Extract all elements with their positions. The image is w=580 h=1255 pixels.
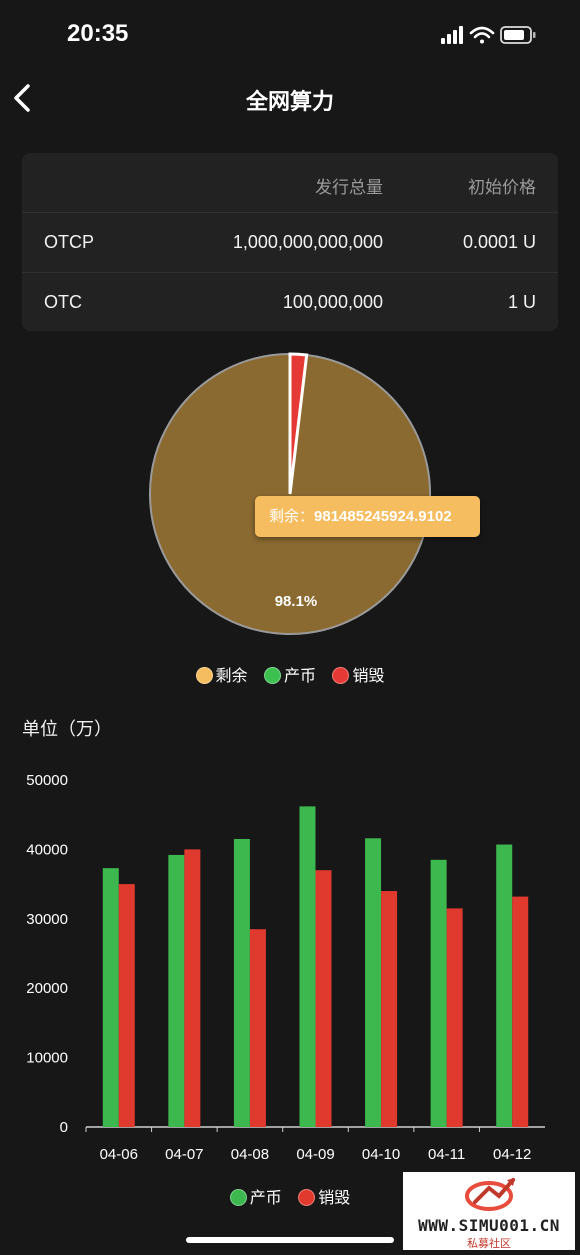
watermark-logo: WWW.SIMU001.CN 私募社区 xyxy=(403,1172,575,1250)
legend-label: 销毁 xyxy=(352,668,385,685)
table-header-row: 发行总量 初始价格 xyxy=(22,153,558,212)
token-price: 1 U xyxy=(507,292,536,312)
x-tick-label: 04-07 xyxy=(165,1146,203,1163)
bar-burned-04-09[interactable] xyxy=(315,870,332,1127)
legend-label: 产币 xyxy=(249,1190,282,1207)
x-tick-label: 04-11 xyxy=(428,1146,465,1163)
x-tick-label: 04-10 xyxy=(362,1146,400,1163)
pie-slice-2[interactable] xyxy=(288,352,309,495)
x-tick-label: 04-06 xyxy=(100,1146,138,1163)
header-price: 初始价格 xyxy=(468,178,536,197)
bar-burned-04-10[interactable] xyxy=(381,891,398,1127)
bar-mined-04-11[interactable] xyxy=(430,859,447,1127)
legend-item-remaining[interactable]: 剩余 xyxy=(195,662,248,686)
status-bar: 20:35 xyxy=(0,0,580,70)
bar-mined-04-10[interactable] xyxy=(365,838,382,1127)
watermark-emblem-icon xyxy=(465,1178,515,1211)
status-icons xyxy=(441,26,536,44)
page-title: 全网算力 xyxy=(245,89,334,114)
token-name: OTCP xyxy=(44,232,95,252)
watermark-text: WWW.SIMU001.CN xyxy=(418,1216,560,1235)
bar-burned-04-11[interactable] xyxy=(446,908,463,1127)
bar-mined-04-09[interactable] xyxy=(299,806,316,1127)
token-info-table: 发行总量 初始价格 OTCP 1,000,000,000,000 0.0001 … xyxy=(22,153,558,331)
bar-burned-04-12[interactable] xyxy=(512,896,529,1127)
legend-item-mined[interactable]: 产币 xyxy=(263,662,316,686)
legend-dot xyxy=(332,667,350,684)
bar-mined-04-08[interactable] xyxy=(233,838,250,1127)
pie-legend: 剩余 产币 销毁 xyxy=(0,662,580,686)
header-total: 发行总量 xyxy=(315,178,383,197)
back-chevron-icon[interactable] xyxy=(6,78,46,118)
status-time: 20:35 xyxy=(67,20,129,47)
battery-icon xyxy=(500,26,536,44)
x-tick-label: 04-12 xyxy=(493,1146,531,1163)
y-tick-label: 50000 xyxy=(26,772,68,789)
table-row: OTCP 1,000,000,000,000 0.0001 U xyxy=(22,212,558,272)
y-tick-label: 40000 xyxy=(26,841,68,858)
nav-bar: 全网算力 xyxy=(0,70,580,126)
signal-icon xyxy=(441,26,463,44)
y-tick-label: 10000 xyxy=(26,1050,68,1067)
legend-item-burned[interactable]: 销毁 xyxy=(332,662,384,686)
pie-chart[interactable]: 98.1% xyxy=(0,350,580,650)
x-tick-label: 04-08 xyxy=(231,1146,269,1163)
legend-item-burned[interactable]: 销毁 xyxy=(298,1184,350,1208)
wifi-icon xyxy=(469,26,495,44)
token-total: 100,000,000 xyxy=(282,292,383,312)
token-total: 1,000,000,000,000 xyxy=(232,232,383,252)
x-tick-label: 04-09 xyxy=(296,1146,334,1163)
legend-label: 产币 xyxy=(283,668,316,685)
legend-dot xyxy=(229,1189,247,1206)
bar-burned-04-07[interactable] xyxy=(184,849,201,1127)
token-name: OTC xyxy=(44,292,82,312)
bar-mined-04-06[interactable] xyxy=(102,868,119,1127)
home-indicator xyxy=(186,1237,394,1243)
legend-dot xyxy=(195,667,213,684)
legend-label: 剩余 xyxy=(215,668,248,685)
tooltip-name: 剩余： xyxy=(269,508,315,525)
token-price: 0.0001 U xyxy=(462,232,536,252)
legend-item-mined[interactable]: 产币 xyxy=(229,1184,282,1208)
y-tick-label: 30000 xyxy=(26,911,68,928)
bar-burned-04-08[interactable] xyxy=(249,929,266,1127)
bar-chart[interactable]: 0 10000 20000 30000 40000 50000 04-06 04-07 04-0… xyxy=(0,760,580,1180)
watermark-subtext: 私募社区 xyxy=(467,1238,511,1250)
y-tick-label: 0 xyxy=(60,1119,68,1136)
bar-mined-04-07[interactable] xyxy=(168,854,185,1127)
legend-label: 销毁 xyxy=(318,1190,351,1207)
bar-burned-04-06[interactable] xyxy=(118,884,135,1127)
legend-dot xyxy=(298,1189,316,1206)
table-row: OTC 100,000,000 1 U xyxy=(22,272,558,331)
bar-mined-04-12[interactable] xyxy=(496,844,513,1127)
pie-tooltip: 剩余：981485245924.9102 xyxy=(255,496,480,537)
y-tick-label: 20000 xyxy=(26,980,68,997)
legend-dot xyxy=(263,667,281,684)
bar-legend: 产币 销毁 xyxy=(0,1184,580,1208)
pie-slice-label: 98.1% xyxy=(275,593,318,610)
bar-chart-unit-label: 单位（万） xyxy=(22,719,112,739)
tooltip-value: 981485245924.9102 xyxy=(314,508,452,525)
